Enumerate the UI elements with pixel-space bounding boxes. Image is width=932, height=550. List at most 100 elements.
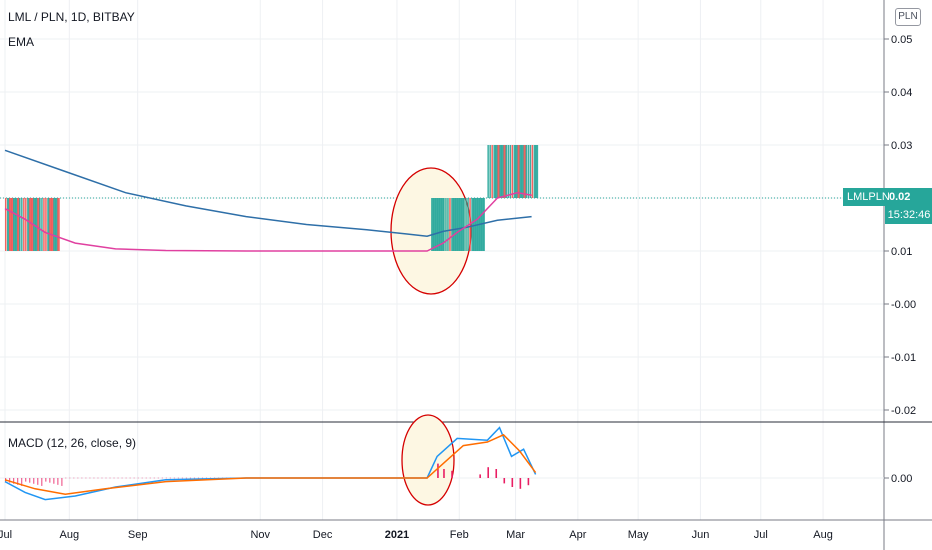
histogram-bar: [153, 477, 155, 479]
histogram-bar: [37, 478, 39, 485]
histogram-bar: [487, 467, 489, 478]
last-price-tag: LMLPLN 0.02: [843, 188, 932, 206]
candle-bar: [51, 198, 54, 251]
candle-bar: [495, 145, 498, 198]
candle-bar: [45, 198, 47, 251]
histogram-bar: [443, 469, 445, 478]
histogram-bar: [21, 478, 23, 486]
histogram-bar: [57, 478, 59, 485]
candle-bar: [443, 198, 445, 251]
candle-bar: [439, 198, 442, 251]
y-tick-label: -0.01: [891, 352, 916, 364]
candle-bar: [521, 145, 525, 198]
candle-bar: [21, 198, 23, 251]
x-tick-label: Jul: [0, 529, 12, 541]
histogram-bar: [25, 478, 27, 482]
histogram-bar: [157, 477, 159, 479]
candle-bar: [489, 145, 491, 198]
candle-bar: [19, 198, 21, 251]
histogram-bar: [65, 477, 67, 479]
candle-bar: [499, 145, 502, 198]
histogram-bar: [17, 478, 19, 485]
candle-bar: [461, 198, 464, 251]
histogram-bar: [13, 478, 15, 484]
candle-bar: [503, 145, 506, 198]
candle-bar: [509, 145, 512, 198]
histogram-bar: [189, 477, 191, 479]
x-tick-label: Sep: [128, 529, 148, 541]
candle-bar: [519, 145, 523, 198]
candle-bar: [497, 145, 500, 198]
histogram-bar: [145, 477, 147, 479]
histogram-bar: [113, 477, 115, 479]
candle-bar: [11, 198, 14, 251]
x-tick-label: Dec: [313, 529, 333, 541]
candle-bar: [531, 145, 534, 198]
histogram-bar: [479, 474, 481, 478]
candle-bar: [525, 145, 528, 198]
histogram-bar: [169, 477, 171, 479]
candle-bar: [55, 198, 58, 251]
histogram-bar: [81, 477, 83, 479]
histogram-bar: [117, 477, 119, 479]
price-tag-symbol: LMLPLN: [847, 191, 890, 203]
candle-bar: [445, 198, 447, 251]
candle-bar: [17, 198, 20, 251]
candle-bar: [9, 198, 12, 251]
candle-bar: [483, 198, 485, 251]
histogram-bar: [451, 470, 453, 478]
histogram-bar: [527, 478, 530, 486]
candle-bar: [513, 145, 517, 198]
candle-bar: [437, 198, 440, 251]
candle-bar: [491, 145, 493, 198]
x-tick-label: Feb: [450, 529, 469, 541]
candle-bar: [447, 198, 449, 251]
histogram-bar: [495, 469, 498, 478]
histogram-bar: [125, 477, 127, 479]
histogram-bar: [141, 477, 143, 479]
candle-bar: [533, 145, 537, 198]
candle-bar: [35, 198, 38, 251]
candle-bar: [23, 198, 25, 251]
currency-badge[interactable]: PLN: [895, 8, 921, 26]
candle-bar: [451, 198, 454, 251]
candle-bar: [527, 145, 530, 198]
y-tick-label: 0.04: [891, 87, 912, 99]
histogram-bar: [93, 477, 95, 479]
histogram-bar: [165, 477, 167, 479]
ema-fast-line: [4, 191, 532, 252]
candle-bar: [41, 198, 43, 251]
histogram-bar: [149, 477, 151, 479]
candle-bar: [441, 198, 444, 251]
candle-bar: [501, 145, 504, 198]
histogram-bar: [206, 477, 207, 479]
histogram-bar: [210, 477, 212, 479]
histogram-bar: [53, 478, 55, 484]
histogram-bar: [197, 477, 199, 479]
candle-bar: [529, 145, 532, 198]
price-tag-value: 0.02: [889, 191, 911, 203]
histogram-bar: [437, 463, 439, 478]
y-tick-label: -0.00: [891, 299, 916, 311]
y-tick-label: -0.02: [891, 405, 916, 417]
histogram-bar: [97, 477, 99, 479]
histogram-bar: [511, 478, 514, 487]
x-tick-label: Jun: [692, 529, 710, 541]
histogram-bar: [503, 478, 506, 484]
candle-bar: [473, 198, 476, 251]
histogram-bar: [519, 478, 522, 489]
candle-bar: [43, 198, 45, 251]
candle-bar: [29, 198, 32, 251]
x-tick-label: Aug: [60, 529, 80, 541]
histogram-bar: [73, 477, 75, 479]
candle-bar: [459, 198, 462, 251]
candle-bar: [463, 198, 465, 251]
histogram-bar: [33, 478, 35, 484]
candle-bar: [481, 198, 484, 251]
candle-bar: [47, 198, 50, 251]
histogram-bar: [173, 477, 175, 479]
candle-bar: [49, 198, 52, 251]
candle-bar: [455, 198, 458, 251]
x-tick-label: 2021: [385, 529, 409, 541]
